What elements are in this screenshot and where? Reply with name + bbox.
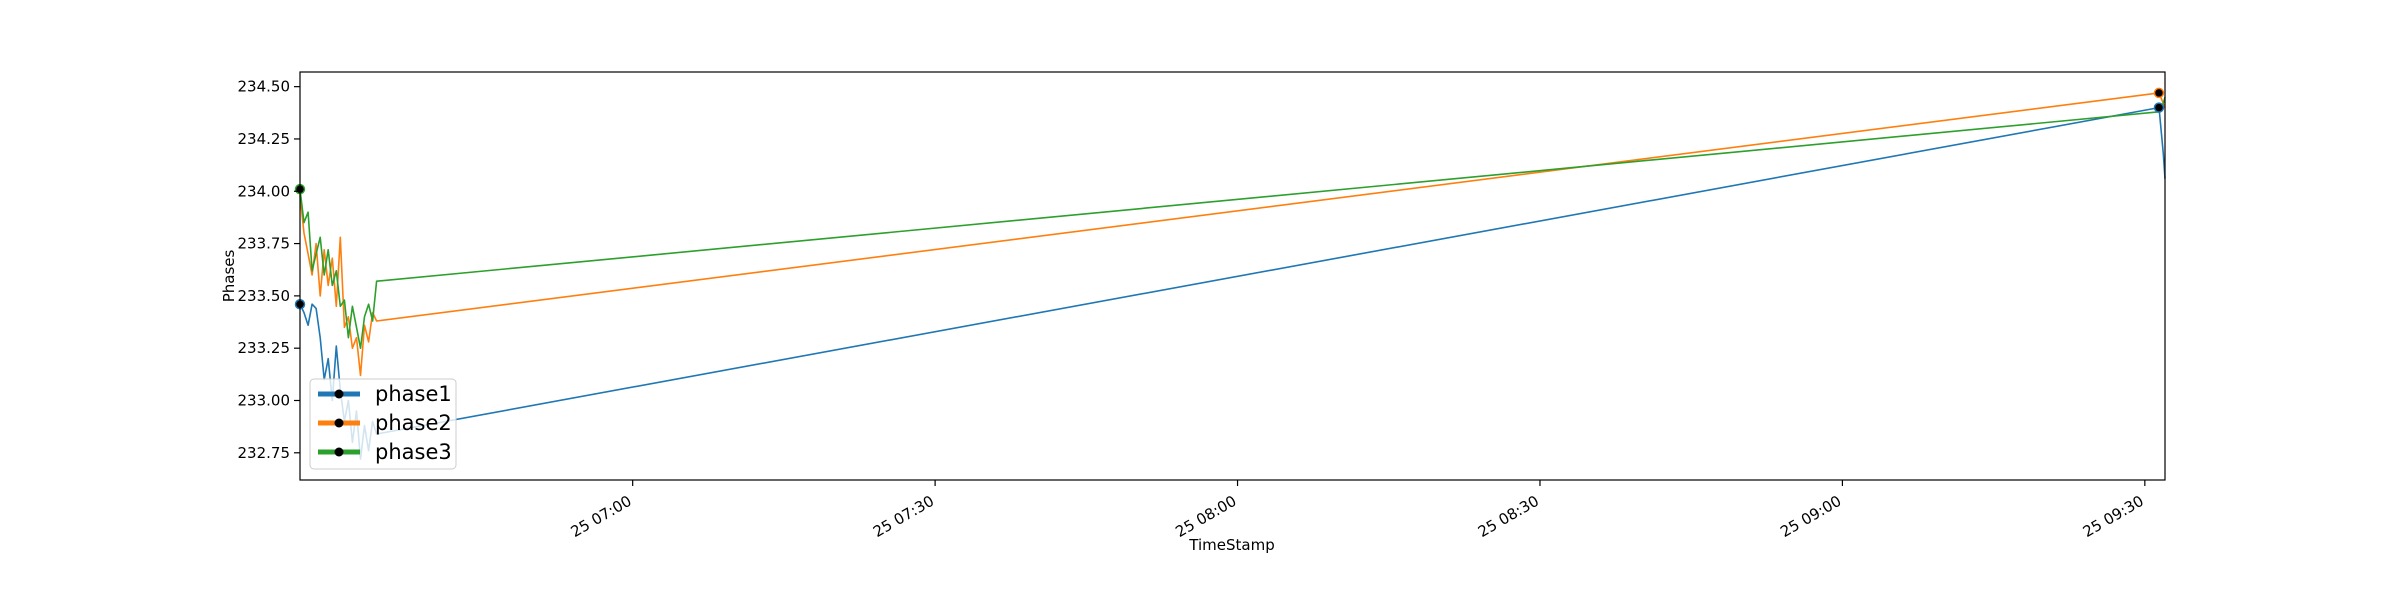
y-axis-label: Phases [220, 250, 238, 303]
x-axis-label: TimeStamp [1188, 536, 1274, 554]
legend-label-phase1: phase1 [375, 382, 452, 406]
legend-box [309, 378, 457, 470]
legend: phase1 phase2 phase3 [309, 378, 457, 470]
marker-phase2 [2153, 87, 2165, 99]
legend-label-phase2: phase2 [375, 411, 452, 435]
y-axis-ticks: 232.75 233.00 233.25 233.50 233.75 234.00 234.… [238, 78, 300, 462]
y-tick-label: 234.25 [238, 130, 291, 148]
y-tick-label: 234.50 [238, 78, 291, 96]
plot-frame [299, 71, 2166, 481]
y-tick-label: 233.00 [238, 391, 291, 409]
legend-marker-phase3 [334, 447, 344, 457]
legend-label-phase3: phase3 [375, 440, 452, 464]
y-tick-label: 233.50 [238, 287, 291, 305]
marker-phase1 [2153, 102, 2165, 113]
legend-marker-phase2 [334, 418, 344, 428]
y-tick-label: 234.00 [238, 182, 291, 200]
legend-marker-phase1 [334, 389, 344, 399]
y-tick-label: 233.25 [238, 339, 291, 357]
y-tick-label: 232.75 [238, 444, 291, 462]
series-line-phase3 [299, 96, 2166, 349]
y-tick-label: 233.75 [238, 235, 291, 253]
